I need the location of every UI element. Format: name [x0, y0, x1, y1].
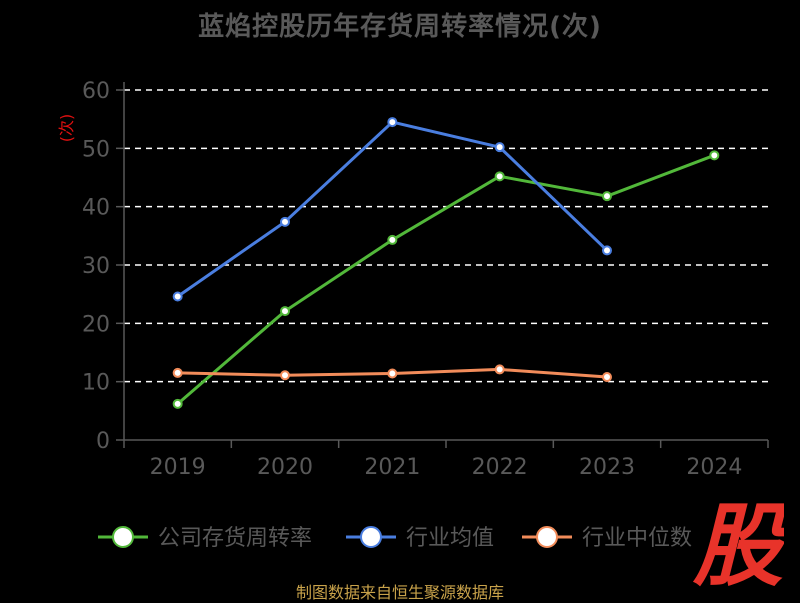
data-point — [172, 291, 183, 302]
data-point — [602, 245, 612, 256]
data-source-note: 制图数据来自恒生聚源数据库 — [295, 583, 504, 602]
y-tick-label: 50 — [82, 137, 110, 162]
y-tick-label: 10 — [82, 371, 110, 396]
y-tick-label: 40 — [82, 196, 110, 221]
data-point — [280, 370, 290, 381]
legend: 公司存货周转率 行业均值 行业中位数 — [98, 526, 692, 551]
data-point — [387, 368, 398, 379]
logo-glyph: 股 — [692, 497, 784, 589]
data-point — [602, 372, 612, 382]
legend-marker — [536, 526, 558, 548]
data-point — [387, 234, 398, 245]
legend-label: 行业均值 — [406, 526, 494, 551]
chart-title: 蓝焰控股历年存货周转率情况(次) — [198, 12, 602, 42]
y-tick-label: 20 — [82, 312, 110, 337]
data-point — [494, 364, 505, 375]
data-point — [280, 216, 290, 227]
y-tick-label: 0 — [96, 429, 110, 454]
data-point — [494, 142, 505, 153]
data-point — [172, 398, 183, 409]
axes: 0 10 20 30 40 50 60 2019 2020 2021 2022 2023 2024 — [82, 79, 769, 480]
x-tick-label: 2024 — [686, 455, 742, 480]
y-axis-unit-label: (次) — [57, 114, 76, 143]
logo-badge: 股 — [692, 497, 784, 589]
legend-item: 行业中位数 — [522, 526, 692, 551]
data-point — [280, 306, 290, 317]
data-point — [494, 171, 505, 182]
legend-marker — [360, 526, 382, 548]
legend-marker — [112, 526, 134, 548]
x-tick-label: 2021 — [364, 455, 420, 480]
x-tick-label: 2022 — [472, 455, 528, 480]
data-point — [172, 367, 183, 378]
x-tick-label: 2019 — [150, 455, 206, 480]
legend-item: 行业均值 — [346, 526, 494, 551]
legend-label: 公司存货周转率 — [158, 526, 312, 551]
series-line-0 — [176, 153, 715, 405]
legend-label: 行业中位数 — [582, 526, 692, 551]
x-tick-label: 2020 — [257, 455, 313, 480]
data-point — [709, 150, 720, 161]
y-tick-label: 60 — [82, 79, 110, 104]
series-lines — [172, 117, 720, 409]
x-tick-label: 2023 — [579, 455, 635, 480]
data-point — [387, 117, 398, 128]
y-tick-label: 30 — [82, 254, 110, 279]
data-point — [602, 191, 612, 202]
legend-item: 公司存货周转率 — [98, 526, 312, 551]
